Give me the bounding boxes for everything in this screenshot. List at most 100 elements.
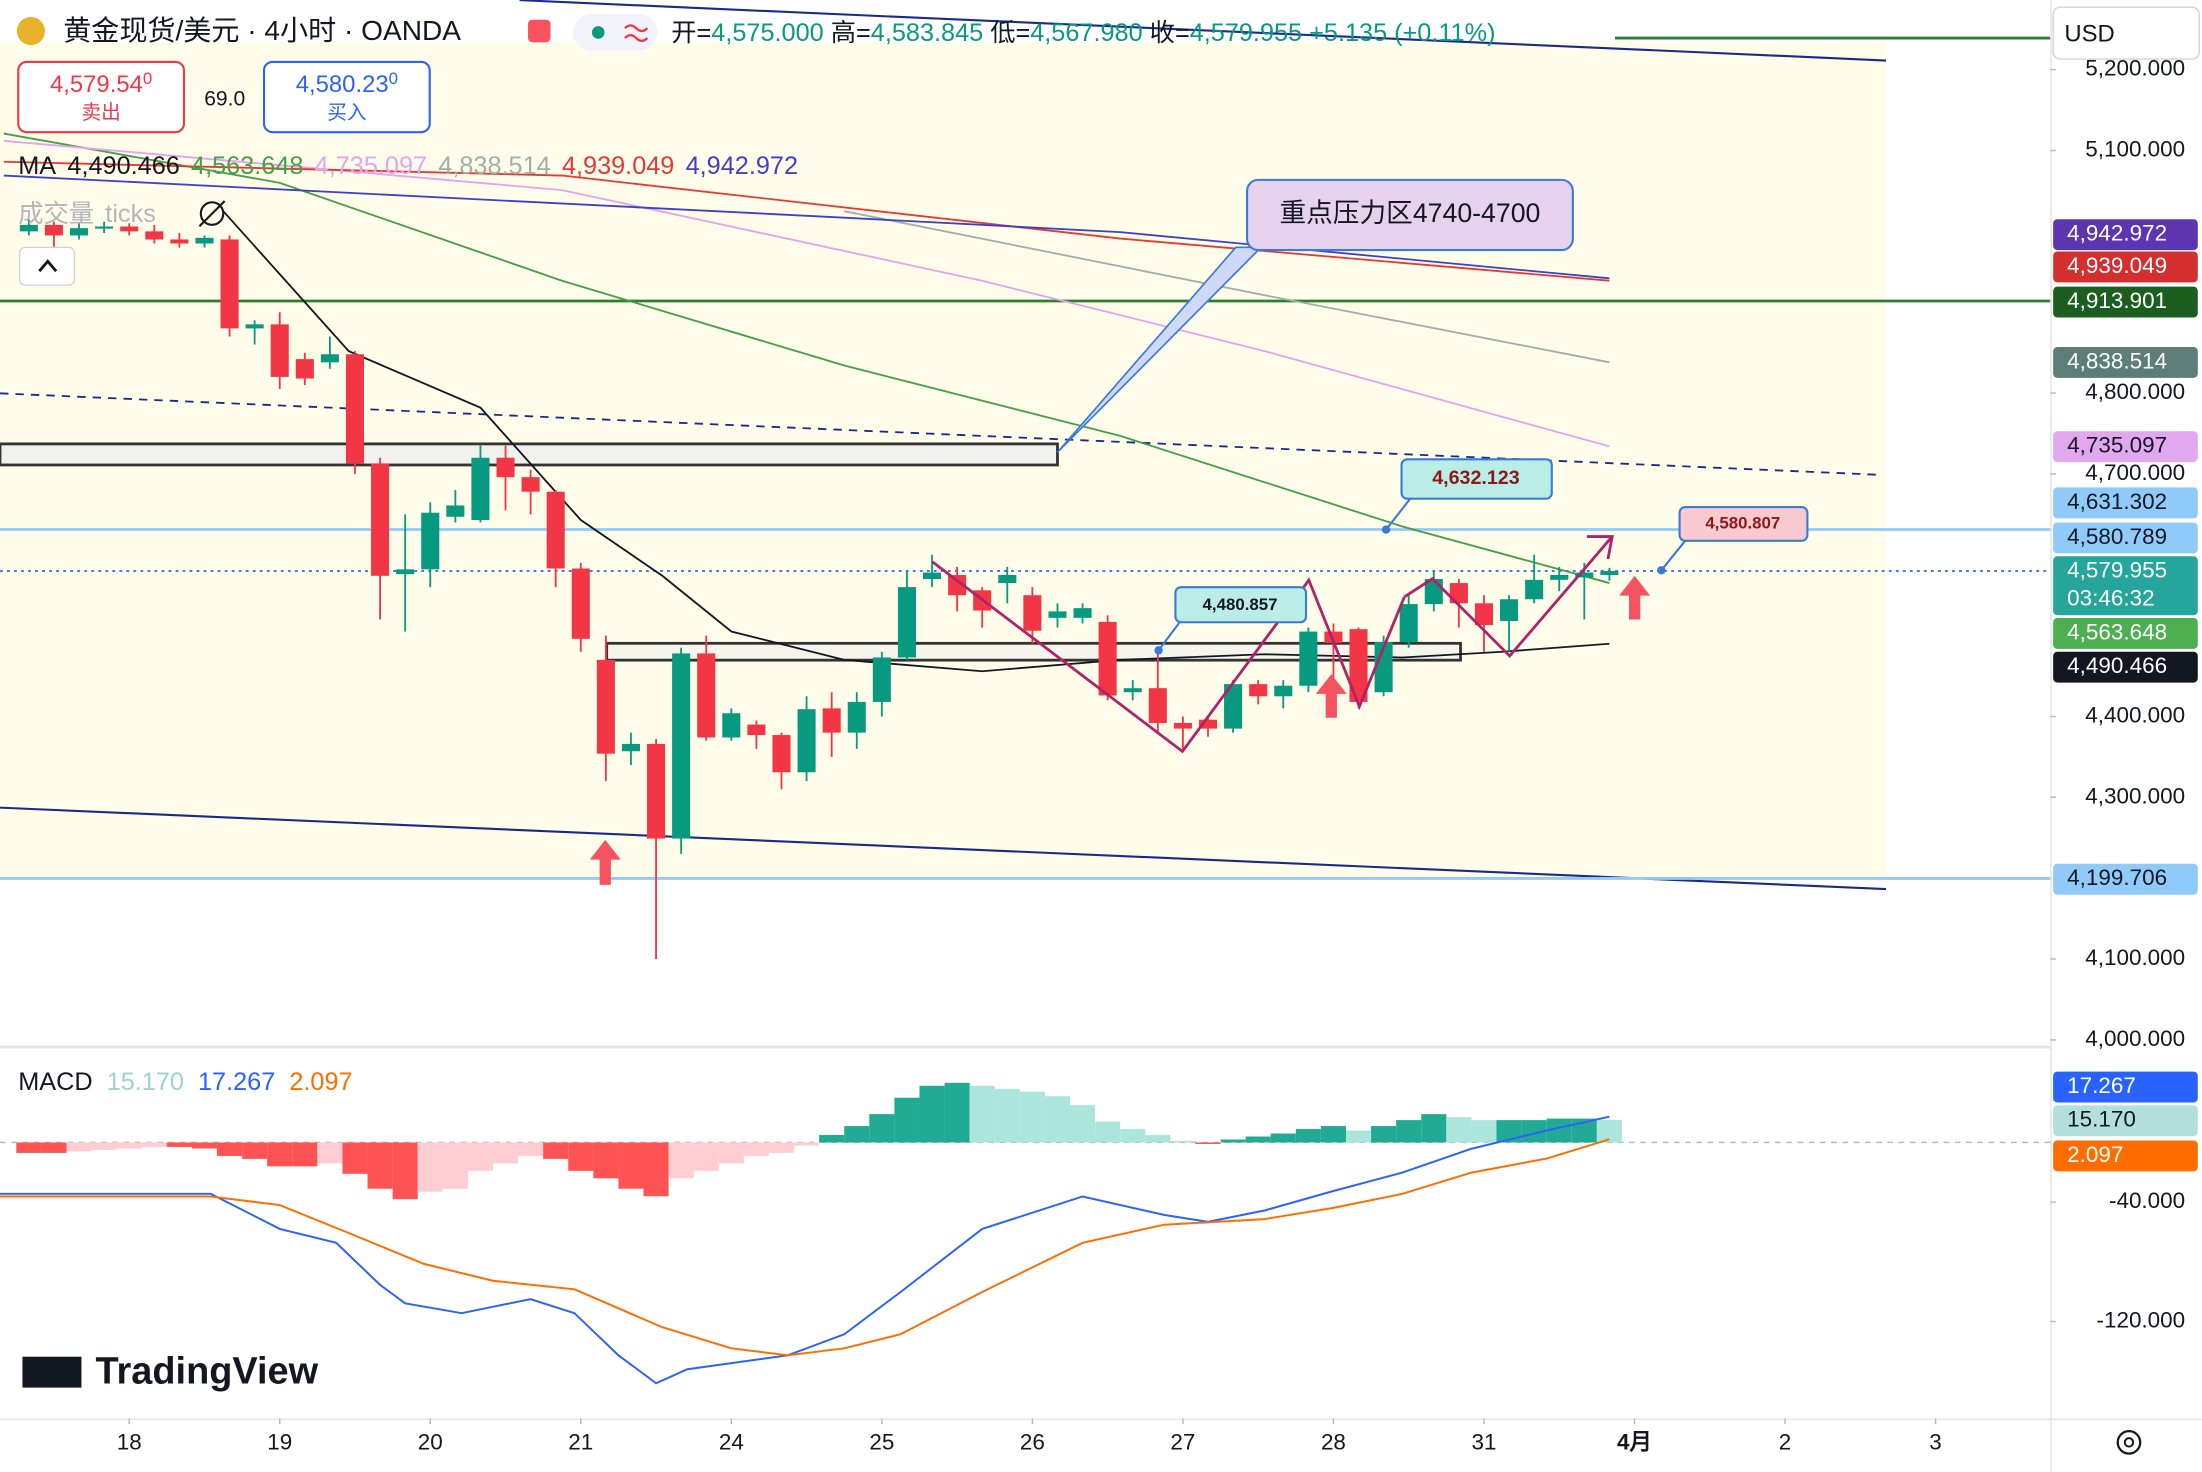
candle-body — [922, 572, 942, 580]
histogram-bar — [392, 1142, 418, 1200]
histogram-bar — [994, 1088, 1020, 1143]
histogram-bar — [1421, 1114, 1447, 1143]
candle-body — [521, 477, 540, 492]
candle-body — [998, 574, 1017, 584]
histogram-bar — [543, 1142, 569, 1159]
callout-box — [1174, 586, 1308, 624]
candle-body — [220, 239, 239, 329]
histogram-bar — [618, 1142, 644, 1189]
price-label-box — [2053, 618, 2198, 649]
candle-body — [546, 491, 565, 569]
histogram-bar — [267, 1142, 293, 1167]
collapse-button[interactable] — [18, 246, 76, 286]
ohlc-legend: 开=4,575.000 高=4,583.845 低=4,567.980 收=4,… — [671, 19, 1495, 47]
ohlc-value: 4,575.000 — [711, 19, 823, 47]
candle-body — [195, 237, 214, 244]
histogram-bar — [643, 1142, 669, 1197]
sell-price-digit[interactable]: 0 — [143, 70, 152, 89]
sell-label[interactable]: 卖出 — [81, 102, 120, 124]
buy-button[interactable] — [262, 60, 431, 134]
candle-body — [722, 713, 741, 738]
price-label-box — [2053, 1105, 2198, 1137]
price-label-box — [2053, 487, 2198, 519]
candle-body — [19, 224, 38, 232]
settings-icon[interactable] — [2123, 1437, 2135, 1448]
x-tick-label: 21 — [568, 1430, 593, 1455]
histogram-bar — [1044, 1096, 1071, 1143]
histogram-bar — [367, 1142, 393, 1189]
candle-body — [1374, 642, 1393, 693]
candle-body — [245, 324, 264, 329]
histogram-bar — [292, 1142, 318, 1167]
histogram-bar — [668, 1142, 694, 1179]
callout-box — [1678, 506, 1809, 542]
histogram-bar — [417, 1142, 443, 1192]
hide-icon[interactable] — [199, 201, 225, 226]
currency-button[interactable] — [2052, 6, 2200, 60]
histogram-bar — [1596, 1119, 1622, 1143]
candle-body — [1274, 685, 1293, 697]
callout-dot — [1381, 525, 1391, 534]
histogram-bar — [467, 1142, 493, 1171]
callout-pointer — [1385, 496, 1413, 531]
histogram-bar — [217, 1142, 243, 1156]
ohlc-key: 收= — [1150, 19, 1190, 47]
histogram-bar — [16, 1142, 42, 1153]
candle-body — [95, 226, 114, 229]
histogram-bar — [242, 1142, 268, 1159]
sell-button[interactable] — [17, 60, 186, 134]
candle-body — [320, 354, 339, 363]
candle-body — [1173, 722, 1192, 729]
buy-price[interactable]: 4,580.23 — [296, 71, 389, 98]
y-tick-label: 4,800.000 — [2085, 379, 2185, 404]
candle-body — [1249, 684, 1268, 697]
zigzag — [1403, 535, 1614, 659]
ohlc-key: 开= — [671, 19, 711, 47]
macd-title: MACD — [18, 1068, 92, 1096]
candle-body — [1299, 631, 1318, 686]
ohlc-key: 高= — [831, 19, 871, 47]
buy-price[interactable]: 4,580.230 — [296, 70, 398, 98]
volume-title: 成交量 — [18, 200, 94, 228]
collapse-icon[interactable] — [38, 259, 58, 273]
candle-body — [571, 568, 590, 639]
ohlc-key: 低= — [990, 19, 1030, 47]
settings-icon[interactable] — [2116, 1430, 2142, 1455]
buy-price-digit[interactable]: 0 — [389, 70, 398, 89]
candle-body — [697, 653, 716, 738]
price-label-box — [2053, 1140, 2198, 1172]
callout-box — [1245, 178, 1574, 252]
up-arrow — [1619, 575, 1651, 620]
y-tick-label: 4,000.000 — [2085, 1026, 2185, 1051]
candle-body — [421, 512, 440, 570]
candle-body — [1324, 631, 1343, 643]
hide-icon[interactable] — [198, 200, 226, 227]
candle-body — [396, 569, 415, 575]
histogram-bar — [141, 1142, 167, 1147]
candle-body — [1023, 595, 1042, 631]
histogram-bar — [492, 1142, 519, 1164]
price-label: 4,199.706 — [2067, 865, 2167, 890]
logo-mark — [22, 1356, 82, 1388]
histogram-bar — [718, 1142, 744, 1164]
buy-label[interactable]: 买入 — [327, 102, 366, 124]
candle-body — [872, 657, 891, 702]
histogram-bar — [1120, 1129, 1146, 1143]
price-label: 4,838.514 — [2067, 348, 2167, 373]
sell-price[interactable]: 4,579.540 — [50, 70, 152, 98]
price-label-box — [2053, 286, 2198, 318]
candle-body — [145, 231, 164, 240]
candle-body — [1073, 608, 1092, 618]
icon — [528, 19, 551, 43]
histogram-bar — [969, 1085, 995, 1143]
x-tick-label: 18 — [117, 1430, 142, 1455]
histogram-bar — [894, 1097, 920, 1143]
ohlc-value: 4,579.955 — [1190, 19, 1302, 47]
candle-body — [596, 659, 615, 754]
sell-price[interactable]: 4,579.54 — [50, 71, 143, 98]
currency[interactable]: USD — [2064, 21, 2114, 48]
price-label: 2.097 — [2067, 1142, 2123, 1167]
price-label-box — [2053, 1071, 2198, 1103]
ohlc-value: 4,583.845 — [871, 19, 983, 47]
candle-body — [295, 359, 314, 379]
